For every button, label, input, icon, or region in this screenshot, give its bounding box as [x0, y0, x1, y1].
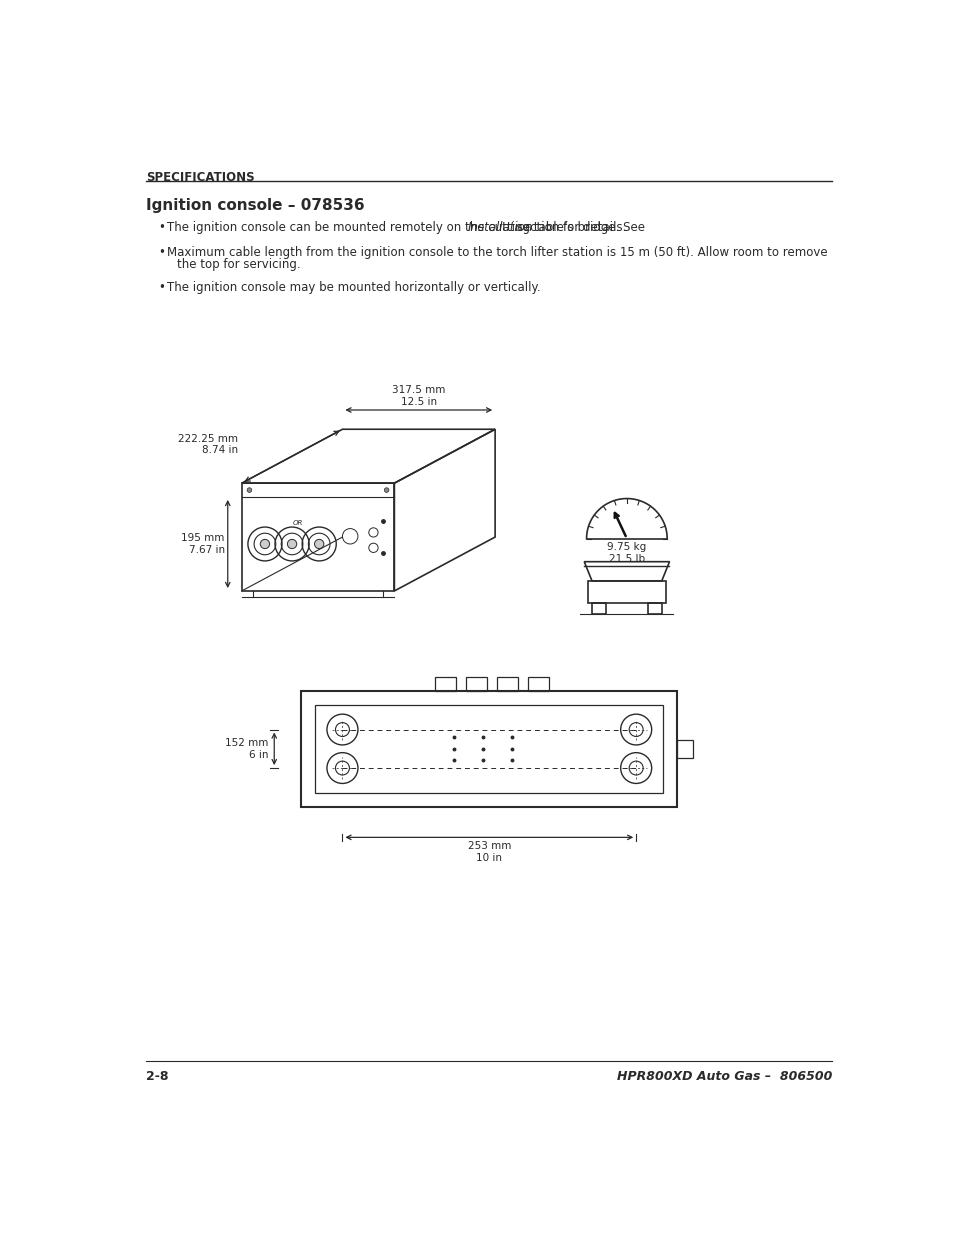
Text: HPR800XD Auto Gas –  806500: HPR800XD Auto Gas – 806500	[617, 1070, 831, 1083]
Text: 9.75 kg
21.5 lb: 9.75 kg 21.5 lb	[607, 542, 646, 564]
Text: The ignition console may be mounted horizontally or vertically.: The ignition console may be mounted hori…	[167, 280, 540, 294]
Text: •: •	[158, 221, 165, 235]
Bar	[497, 677, 517, 692]
Text: SPECIFICATIONS: SPECIFICATIONS	[146, 172, 254, 184]
Bar	[301, 692, 677, 806]
Circle shape	[260, 540, 270, 548]
Text: •: •	[158, 280, 165, 294]
Text: Installation: Installation	[468, 221, 533, 235]
Bar	[677, 740, 692, 758]
Text: the top for servicing.: the top for servicing.	[176, 258, 300, 272]
Circle shape	[314, 540, 323, 548]
Circle shape	[247, 488, 252, 493]
Text: 222.25 mm
8.74 in: 222.25 mm 8.74 in	[177, 433, 237, 456]
Text: OR: OR	[292, 520, 302, 526]
Text: section for details.: section for details.	[513, 221, 626, 235]
Text: •: •	[158, 246, 165, 259]
Text: 2-8: 2-8	[146, 1070, 169, 1083]
Circle shape	[384, 488, 389, 493]
Text: The ignition console can be mounted remotely on the cutting table’s bridge. See: The ignition console can be mounted remo…	[167, 221, 648, 235]
Text: Ignition console – 078536: Ignition console – 078536	[146, 199, 365, 214]
Text: Maximum cable length from the ignition console to the torch lifter station is 15: Maximum cable length from the ignition c…	[167, 246, 827, 259]
Bar	[527, 677, 549, 692]
Bar	[435, 677, 456, 692]
Text: 253 mm
10 in: 253 mm 10 in	[467, 841, 511, 863]
Bar	[315, 705, 662, 793]
Text: 195 mm
7.67 in: 195 mm 7.67 in	[181, 534, 224, 555]
Bar	[465, 677, 487, 692]
Bar	[587, 580, 665, 603]
Circle shape	[287, 540, 296, 548]
Text: 152 mm
6 in: 152 mm 6 in	[225, 739, 269, 760]
Text: 317.5 mm
12.5 in: 317.5 mm 12.5 in	[392, 385, 445, 406]
